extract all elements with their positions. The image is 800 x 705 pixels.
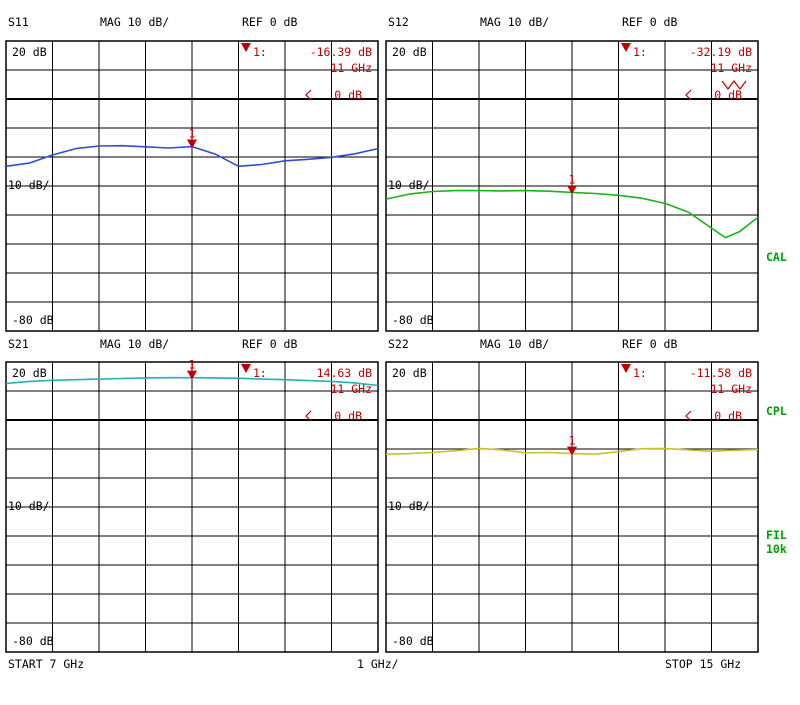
filter-status-label: FIL bbox=[766, 528, 787, 542]
sweep-indicator-icon bbox=[721, 80, 747, 90]
marker-readout-number: 1: bbox=[253, 366, 267, 380]
bottom-tick-label: -80 dB bbox=[392, 634, 434, 648]
scale-label: MAG 10 dB/ bbox=[480, 337, 549, 351]
trace-marker-number: 1 bbox=[569, 434, 576, 448]
marker-frequency: 11 GHz bbox=[710, 382, 752, 396]
ref-level-label: 0 dB bbox=[714, 409, 742, 423]
ref-level-arrow-icon bbox=[305, 410, 312, 422]
marker-readout-icon bbox=[621, 43, 631, 52]
marker-value: -11.58 dB bbox=[690, 366, 752, 380]
marker-frequency: 11 GHz bbox=[710, 61, 752, 75]
scale-tick-label: 10 dB/ bbox=[388, 178, 430, 192]
top-tick-label: 20 dB bbox=[392, 366, 427, 380]
trace-marker-number: 1 bbox=[189, 127, 196, 141]
ref-label: REF 0 dB bbox=[622, 337, 677, 351]
scale-tick-label: 10 dB/ bbox=[8, 178, 50, 192]
top-tick-label: 20 dB bbox=[12, 366, 47, 380]
scale-label: MAG 10 dB/ bbox=[480, 15, 549, 29]
marker-frequency: 11 GHz bbox=[330, 61, 372, 75]
marker-value: -16.39 dB bbox=[310, 45, 372, 59]
channel-label: S12 bbox=[388, 15, 409, 29]
cal-status-label: CAL bbox=[766, 250, 787, 264]
ref-level-label: 0 dB bbox=[334, 88, 362, 102]
trace-marker-icon bbox=[567, 185, 577, 195]
filter-bandwidth-value: 10k bbox=[766, 542, 787, 556]
panel-s21 bbox=[5, 361, 379, 653]
marker-value: -32.19 dB bbox=[690, 45, 752, 59]
ref-level-arrow-icon bbox=[305, 89, 312, 101]
marker-readout-number: 1: bbox=[253, 45, 267, 59]
stop-frequency-label: STOP 15 GHz bbox=[665, 657, 742, 671]
trace-marker-icon bbox=[187, 139, 197, 149]
start-frequency-label: START 7 GHz bbox=[8, 657, 85, 671]
ref-label: REF 0 dB bbox=[242, 15, 297, 29]
trace-marker-icon bbox=[567, 446, 577, 456]
trace-marker-number: 1 bbox=[189, 358, 196, 372]
scale-label: MAG 10 dB/ bbox=[100, 15, 169, 29]
trace-marker-number: 1 bbox=[569, 172, 576, 186]
ref-level-label: 0 dB bbox=[334, 409, 362, 423]
bottom-tick-label: -80 dB bbox=[12, 313, 54, 327]
panel-s22 bbox=[385, 361, 759, 653]
ref-label: REF 0 dB bbox=[622, 15, 677, 29]
channel-label: S22 bbox=[388, 337, 409, 351]
scale-tick-label: 10 dB/ bbox=[388, 499, 430, 513]
marker-readout-icon bbox=[241, 43, 251, 52]
top-tick-label: 20 dB bbox=[12, 45, 47, 59]
panel-s11 bbox=[5, 40, 379, 332]
marker-value: 14.63 dB bbox=[317, 366, 372, 380]
marker-frequency: 11 GHz bbox=[330, 382, 372, 396]
ref-label: REF 0 dB bbox=[242, 337, 297, 351]
trace-line bbox=[385, 189, 759, 239]
panel-s12 bbox=[385, 40, 759, 332]
frequency-per-division-label: 1 GHz/ bbox=[357, 657, 399, 671]
marker-readout-icon bbox=[241, 364, 251, 373]
bottom-tick-label: -80 dB bbox=[392, 313, 434, 327]
marker-readout-icon bbox=[621, 364, 631, 373]
coupling-status-label: CPL bbox=[766, 404, 787, 418]
marker-readout-number: 1: bbox=[633, 45, 647, 59]
ref-level-arrow-icon bbox=[685, 410, 692, 422]
channel-label: S21 bbox=[8, 337, 29, 351]
trace-marker-icon bbox=[187, 370, 197, 380]
scale-tick-label: 10 dB/ bbox=[8, 499, 50, 513]
ref-level-label: 0 dB bbox=[714, 88, 742, 102]
ref-level-arrow-icon bbox=[685, 89, 692, 101]
marker-readout-number: 1: bbox=[633, 366, 647, 380]
top-tick-label: 20 dB bbox=[392, 45, 427, 59]
channel-label: S11 bbox=[8, 15, 29, 29]
bottom-tick-label: -80 dB bbox=[12, 634, 54, 648]
scale-label: MAG 10 dB/ bbox=[100, 337, 169, 351]
